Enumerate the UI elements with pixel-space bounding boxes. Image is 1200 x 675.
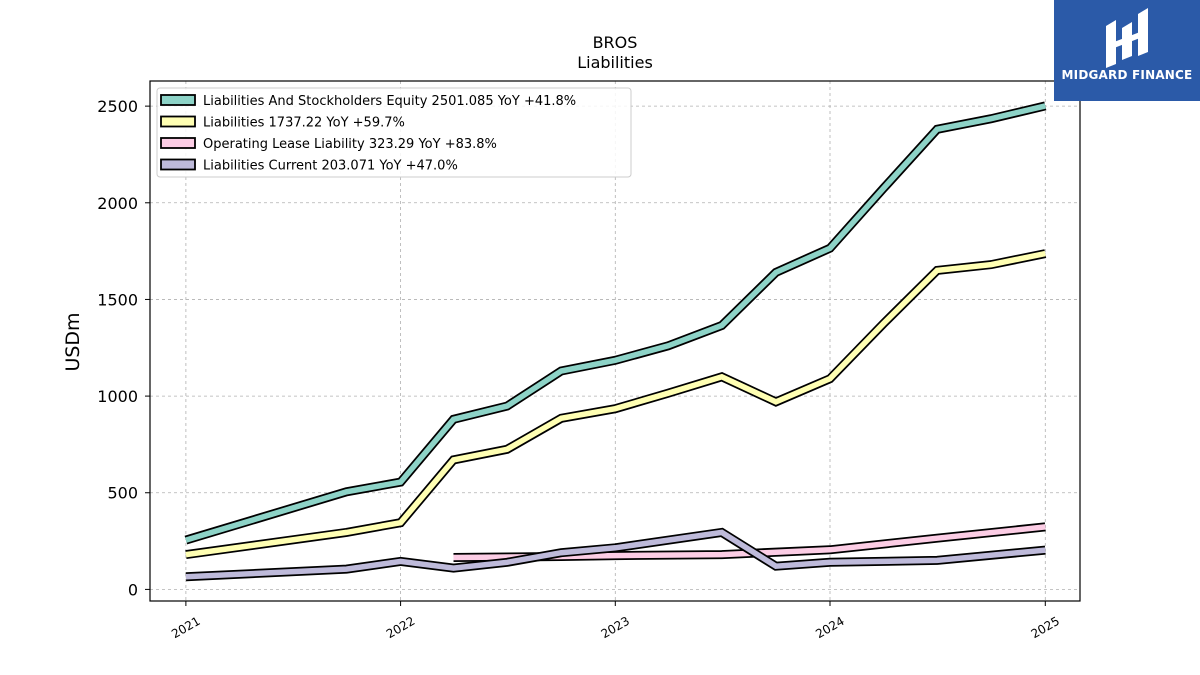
x-tick-label: 2024 [813, 614, 846, 641]
series-line-liabilities-current [185, 529, 1046, 580]
y-tick-label: 2000 [97, 194, 138, 213]
y-tick-label: 1000 [97, 387, 138, 406]
series-line-liabilities [185, 250, 1046, 558]
legend-swatch [160, 137, 196, 149]
legend-swatch [160, 94, 196, 106]
legend-swatch [160, 158, 196, 171]
legend-box [156, 87, 632, 178]
x-tick-label: 2021 [169, 614, 202, 641]
series-line-liabilities-and-stockholders-equity [185, 103, 1046, 543]
y-tick-label: 0 [128, 580, 138, 599]
legend-label: Liabilities 1737.22 YoY +59.7% [203, 116, 405, 131]
legend-label: Liabilities And Stockholders Equity 2501… [203, 94, 576, 109]
legend-label: Liabilities Current 203.071 YoY +47.0% [203, 159, 458, 174]
midgard-finance-logo: MIDGARD FINANCE [1054, 0, 1200, 101]
legend: Liabilities And Stockholders Equity 2501… [156, 87, 632, 178]
chart-subtitle: Liabilities [577, 53, 653, 72]
legend-label: Operating Lease Liability 323.29 YoY +83… [203, 137, 497, 152]
x-tick-label: 2023 [599, 614, 632, 641]
x-tick-label: 2022 [384, 614, 417, 641]
y-tick-label: 1500 [97, 290, 138, 309]
midgard-logo-icon [1106, 8, 1148, 68]
y-tick-label: 500 [107, 484, 138, 503]
series-lines [184, 101, 1047, 582]
y-tick-label: 2500 [97, 97, 138, 116]
legend-swatch [160, 115, 196, 128]
x-tick-label: 2025 [1029, 614, 1062, 641]
logo-text: MIDGARD FINANCE [1061, 68, 1193, 82]
y-axis-label: USDm [62, 312, 84, 371]
chart-title: BROS [593, 33, 638, 52]
